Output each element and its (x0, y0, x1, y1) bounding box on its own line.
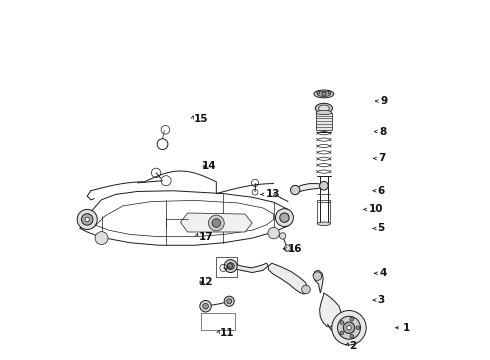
Polygon shape (319, 293, 341, 327)
Polygon shape (269, 263, 308, 294)
Ellipse shape (317, 91, 331, 96)
Text: 4: 4 (379, 268, 387, 278)
Circle shape (280, 213, 289, 222)
Text: 17: 17 (198, 232, 213, 242)
Polygon shape (180, 213, 252, 232)
Text: 14: 14 (202, 161, 217, 171)
Circle shape (77, 210, 97, 229)
Circle shape (317, 91, 320, 94)
Polygon shape (313, 270, 323, 293)
Circle shape (81, 214, 93, 225)
Circle shape (302, 285, 310, 294)
Text: 16: 16 (288, 244, 302, 254)
Ellipse shape (315, 103, 333, 113)
Circle shape (340, 321, 343, 324)
Bar (216, 257, 237, 277)
Circle shape (208, 215, 224, 231)
Circle shape (284, 245, 291, 251)
Circle shape (343, 322, 355, 333)
Ellipse shape (316, 111, 332, 115)
Circle shape (224, 260, 237, 273)
Text: 6: 6 (378, 186, 385, 196)
Circle shape (332, 311, 366, 345)
Text: 1: 1 (403, 323, 410, 333)
Text: 15: 15 (194, 114, 209, 124)
Text: 11: 11 (220, 328, 234, 338)
Circle shape (319, 181, 328, 190)
Text: 13: 13 (266, 189, 280, 199)
Text: 9: 9 (381, 96, 388, 106)
Circle shape (328, 91, 331, 94)
Text: 5: 5 (378, 224, 385, 233)
Circle shape (279, 233, 286, 239)
Polygon shape (231, 263, 269, 273)
Ellipse shape (314, 90, 334, 98)
Circle shape (356, 326, 360, 329)
Circle shape (322, 92, 326, 96)
Circle shape (95, 231, 108, 244)
Circle shape (313, 272, 322, 280)
Circle shape (224, 296, 234, 306)
Circle shape (227, 299, 232, 304)
Circle shape (291, 185, 300, 195)
Text: 3: 3 (378, 295, 385, 305)
Polygon shape (295, 184, 324, 193)
Circle shape (340, 331, 343, 335)
Circle shape (275, 209, 294, 226)
Text: 2: 2 (349, 341, 356, 351)
Circle shape (85, 217, 89, 222)
Bar (201, 313, 235, 330)
Bar (316, 113, 332, 130)
Text: 10: 10 (368, 204, 383, 215)
Ellipse shape (318, 105, 329, 112)
Circle shape (350, 318, 354, 321)
Circle shape (347, 325, 351, 330)
Circle shape (200, 301, 211, 312)
Circle shape (338, 316, 361, 339)
Ellipse shape (318, 222, 330, 226)
Circle shape (212, 219, 220, 227)
Circle shape (203, 303, 208, 309)
Text: 12: 12 (198, 277, 213, 287)
Circle shape (268, 227, 279, 239)
Circle shape (227, 262, 234, 270)
Text: 7: 7 (378, 153, 386, 163)
Circle shape (350, 334, 354, 338)
Text: 8: 8 (379, 127, 387, 136)
Bar (318, 200, 330, 223)
